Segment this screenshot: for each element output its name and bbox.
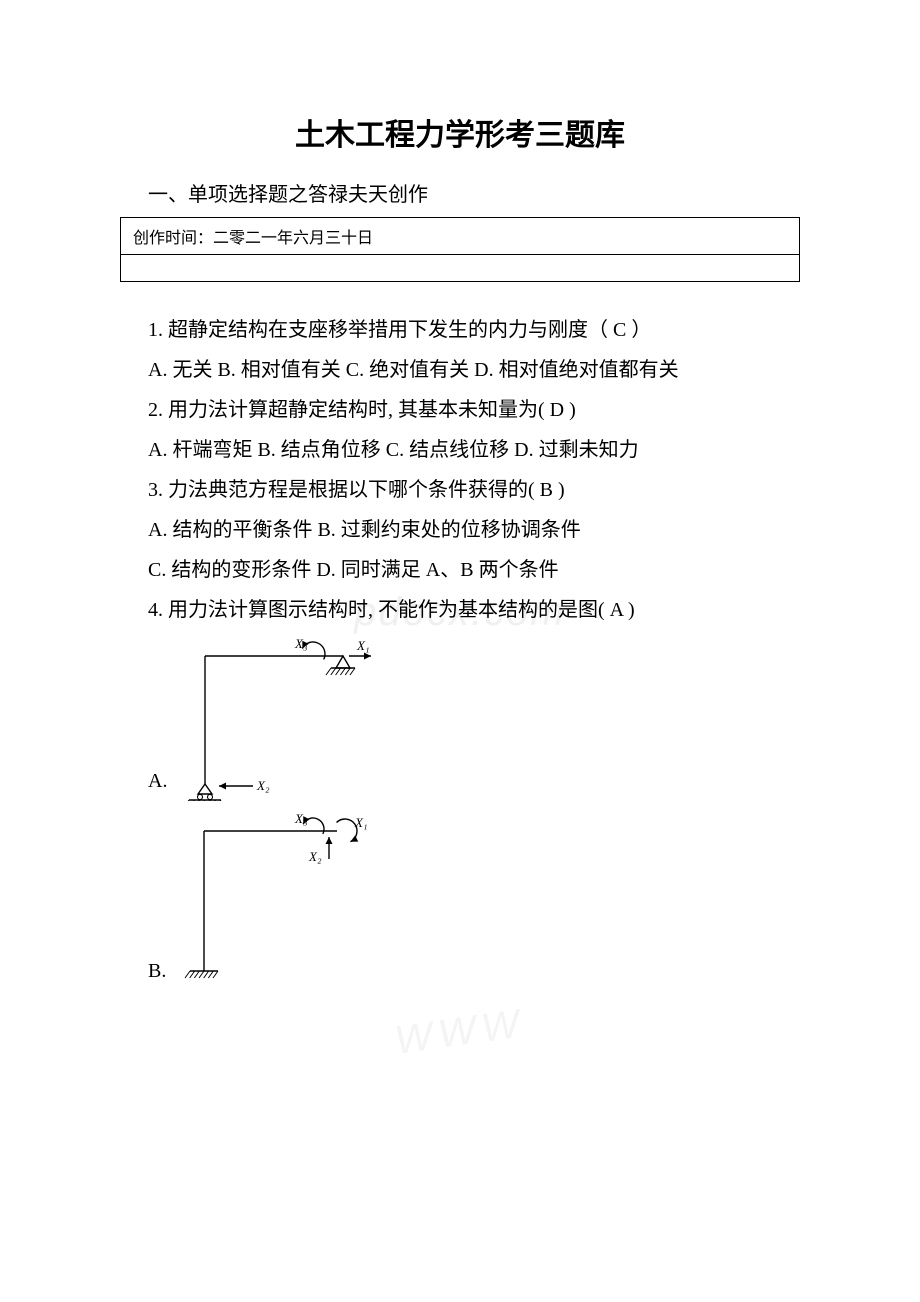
info-box: 创作时间：二零二一年六月三十日 bbox=[120, 217, 800, 282]
page-content: 土木工程力学形考三题库 一、单项选择题之答禄夫天创作 创作时间：二零二一年六月三… bbox=[120, 110, 800, 991]
q3-options-2: C. 结构的变形条件 D. 同时满足 A、B 两个条件 bbox=[148, 550, 800, 590]
q1-options: A. 无关 B. 相对值有关 C. 绝对值有关 D. 相对值绝对值都有关 bbox=[148, 350, 800, 390]
q2-options: A. 杆端弯矩 B. 结点角位移 C. 结点线位移 D. 过剩未知力 bbox=[148, 430, 800, 470]
q3-text: 3. 力法典范方程是根据以下哪个条件获得的( B ) bbox=[148, 470, 800, 510]
q4-text: 4. 用力法计算图示结构时, 不能作为基本结构的是图( A ) bbox=[148, 590, 800, 630]
figure-b-label: B. bbox=[148, 951, 166, 991]
figure-b-svg: X₃ X₁ X₂ bbox=[172, 811, 382, 991]
figure-a-row: A. X₃ X₁ X₂ bbox=[148, 636, 800, 801]
svg-text:X₁: X₁ bbox=[354, 815, 367, 830]
page-title: 土木工程力学形考三题库 bbox=[120, 110, 800, 154]
info-box-row-2 bbox=[121, 255, 799, 281]
svg-text:X₃: X₃ bbox=[294, 811, 307, 826]
svg-text:X₂: X₂ bbox=[308, 849, 322, 864]
info-box-row-1: 创作时间：二零二一年六月三十日 bbox=[121, 218, 799, 255]
q3-options-1: A. 结构的平衡条件 B. 过剩约束处的位移协调条件 bbox=[148, 510, 800, 550]
questions-block: 1. 超静定结构在支座移举措用下发生的内力与刚度（ C ） A. 无关 B. 相… bbox=[148, 310, 800, 991]
figure-a-label: A. bbox=[148, 761, 167, 801]
q1-text: 1. 超静定结构在支座移举措用下发生的内力与刚度（ C ） bbox=[148, 310, 800, 350]
svg-text:X₁: X₁ bbox=[356, 638, 369, 653]
q2-text: 2. 用力法计算超静定结构时, 其基本未知量为( D ) bbox=[148, 390, 800, 430]
figure-a-svg: X₃ X₁ X₂ bbox=[173, 636, 383, 801]
svg-text:X₂: X₂ bbox=[256, 778, 270, 793]
figure-b-row: B. X₃ X₁ X₂ bbox=[148, 811, 800, 991]
svg-text:X₃: X₃ bbox=[294, 636, 307, 651]
watermark-text-2: WWW bbox=[392, 1001, 528, 1064]
section-header: 一、单项选择题之答禄夫天创作 bbox=[148, 178, 800, 207]
